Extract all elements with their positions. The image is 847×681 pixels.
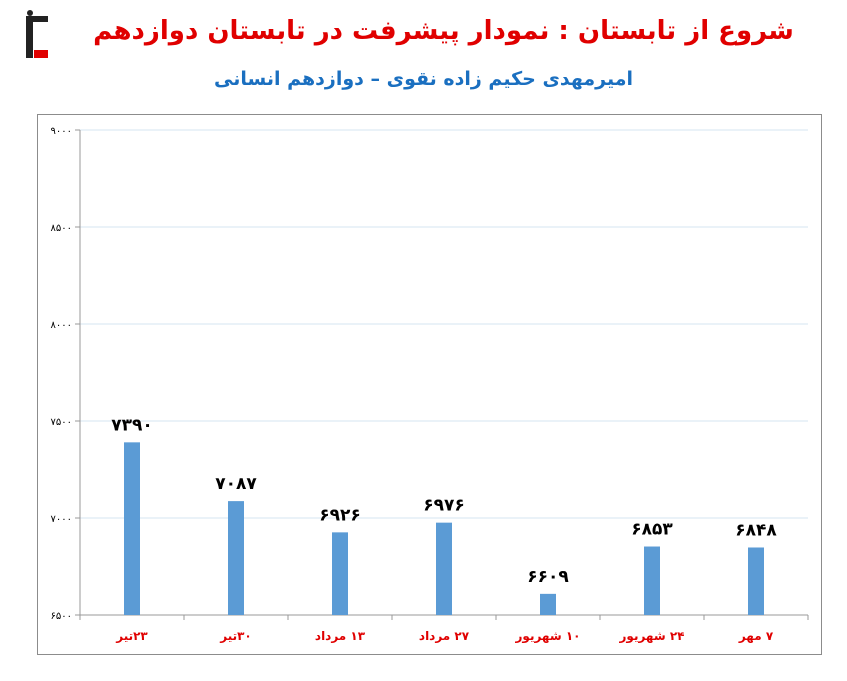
x-category-label: ۲۷ مرداد bbox=[419, 629, 470, 643]
chart-subtitle: امیرمهدی حکیم زاده نقوی – دوازدهم انسانی bbox=[214, 68, 633, 90]
y-tick-label: ۸۰۰۰ bbox=[51, 320, 72, 331]
x-category-label: ۱۰ شهریور bbox=[515, 629, 581, 644]
data-label: ۷۰۸۷ bbox=[215, 474, 257, 494]
x-category-label: ۲۴ شهریور bbox=[619, 629, 685, 644]
y-tick-label: ۶۵۰۰ bbox=[51, 611, 72, 622]
data-label: ۶۸۵۳ bbox=[631, 520, 673, 540]
data-label: ۶۸۴۸ bbox=[735, 520, 777, 540]
y-tick-label: ۸۵۰۰ bbox=[51, 223, 72, 234]
x-category-label: ۲۳تیر bbox=[115, 629, 148, 643]
chart-title: شروع از تابستان : نمودار پیشرفت در تابست… bbox=[93, 16, 794, 46]
logo bbox=[26, 10, 48, 58]
x-category-label: ۷ مهر bbox=[738, 629, 774, 643]
chart-frame bbox=[37, 114, 822, 655]
x-category-label: ۱۳ مرداد bbox=[315, 629, 366, 643]
x-category-label: ۳۰تیر bbox=[219, 629, 252, 643]
bar bbox=[748, 547, 764, 615]
bar bbox=[436, 522, 452, 615]
bar bbox=[228, 501, 244, 615]
y-tick-label: ۷۵۰۰ bbox=[51, 417, 72, 428]
y-tick-label: ۷۰۰۰ bbox=[51, 514, 72, 525]
bar bbox=[540, 593, 556, 615]
data-label: ۷۳۹۰ bbox=[111, 415, 153, 435]
bar bbox=[124, 442, 140, 615]
bar bbox=[644, 546, 660, 615]
bar bbox=[332, 532, 348, 615]
y-tick-label: ۹۰۰۰ bbox=[51, 126, 72, 137]
data-label: ۶۹۲۶ bbox=[319, 505, 361, 525]
data-label: ۶۶۰۹ bbox=[527, 567, 569, 587]
data-label: ۶۹۷۶ bbox=[423, 496, 465, 516]
